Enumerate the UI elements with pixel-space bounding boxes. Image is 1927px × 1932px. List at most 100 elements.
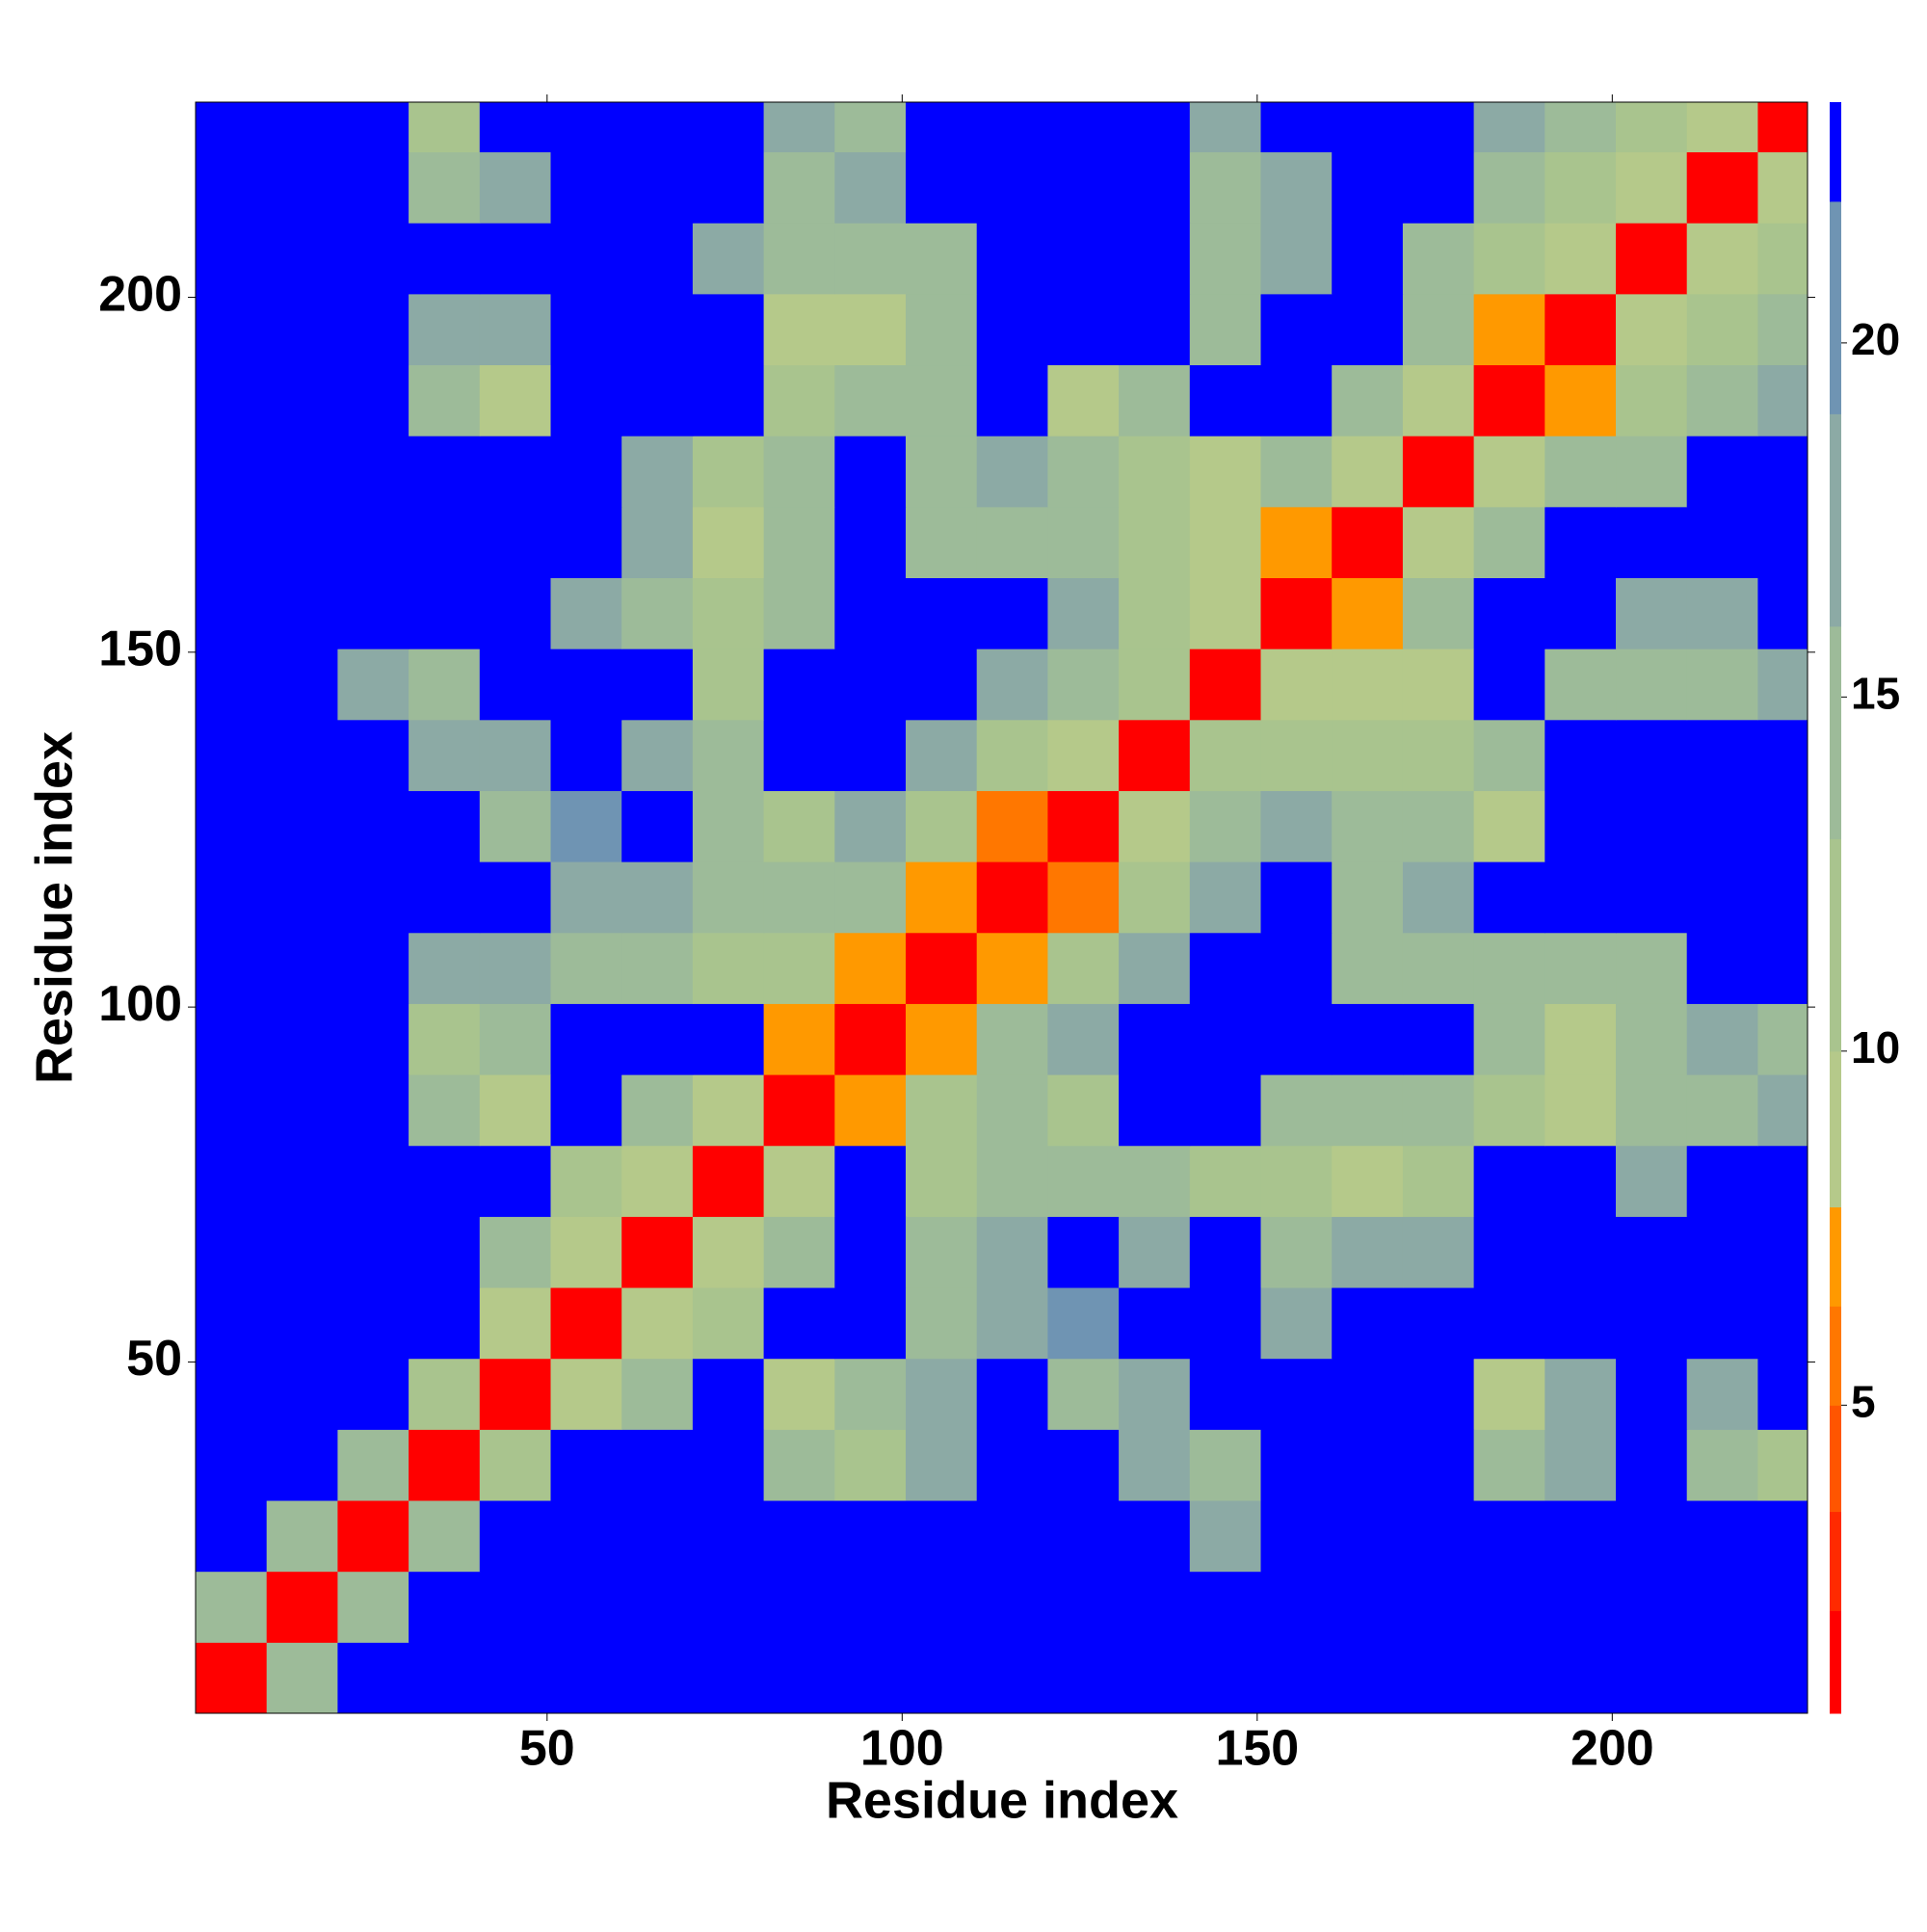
heatmap-cell: [906, 932, 978, 1004]
heatmap-cell: [621, 790, 694, 862]
heatmap-cell: [550, 506, 622, 578]
heatmap-cell: [1616, 1358, 1688, 1430]
heatmap-cell: [763, 506, 835, 578]
heatmap-cell: [1686, 1287, 1758, 1360]
heatmap-cell: [1332, 932, 1404, 1004]
heatmap-cell: [196, 293, 268, 366]
heatmap-cell: [1332, 223, 1404, 295]
heatmap-cell: [976, 719, 1048, 791]
heatmap-cell: [1119, 1003, 1191, 1075]
heatmap-cell: [906, 1500, 978, 1573]
heatmap-cell: [1119, 648, 1191, 721]
heatmap-cell: [976, 506, 1048, 578]
heatmap-cell: [409, 151, 481, 224]
heatmap-cell: [1473, 1074, 1545, 1147]
heatmap-cell: [337, 861, 409, 934]
heatmap-cell: [409, 506, 481, 578]
heatmap-cell: [763, 719, 835, 791]
heatmap-cell: [976, 577, 1048, 649]
heatmap-cell: [337, 1287, 409, 1360]
heatmap-cell: [976, 1500, 1048, 1573]
heatmap-cell: [1616, 648, 1688, 721]
heatmap-cell: [1616, 1500, 1688, 1573]
heatmap-cell: [550, 1642, 622, 1714]
heatmap-cell: [763, 223, 835, 295]
heatmap-cell: [479, 1429, 552, 1501]
heatmap-cell: [1189, 1429, 1262, 1501]
heatmap-cell: [906, 436, 978, 508]
heatmap-cell: [1047, 1003, 1120, 1075]
heatmap-cell: [1047, 719, 1120, 791]
heatmap-cell: [1332, 102, 1404, 153]
heatmap-cell: [409, 1216, 481, 1288]
heatmap-cell: [1332, 648, 1404, 721]
heatmap-cell: [834, 364, 907, 437]
heatmap-cell: [1119, 1500, 1191, 1573]
heatmap-cell: [1047, 1358, 1120, 1430]
heatmap-cell: [1544, 577, 1617, 649]
heatmap-cell: [763, 364, 835, 437]
heatmap-cell: [763, 436, 835, 508]
heatmap-cell: [1189, 102, 1262, 153]
heatmap-cell: [1686, 1145, 1758, 1217]
heatmap-cell: [1119, 1145, 1191, 1217]
heatmap-cell: [1616, 1429, 1688, 1501]
heatmap-cell: [266, 1500, 338, 1573]
heatmap-cell: [1757, 436, 1808, 508]
heatmap-cell: [196, 436, 268, 508]
heatmap-cell: [1189, 932, 1262, 1004]
heatmap-cell: [1616, 719, 1688, 791]
heatmap-cell: [196, 1074, 268, 1147]
y-axis-label: Residue index: [25, 731, 83, 1084]
heatmap-cell: [1332, 1287, 1404, 1360]
heatmap-cell: [1189, 364, 1262, 437]
heatmap-cell: [1686, 1429, 1758, 1501]
y-tick-label: 50: [126, 1331, 182, 1387]
x-tick-label: 150: [1215, 1721, 1299, 1777]
heatmap-cell: [550, 151, 622, 224]
heatmap-cell: [1473, 102, 1545, 153]
heatmap-cell: [1189, 1358, 1262, 1430]
heatmap-cell: [1402, 506, 1475, 578]
heatmap-cell: [763, 1429, 835, 1501]
heatmap-cell: [1616, 1074, 1688, 1147]
heatmap-cell: [409, 1429, 481, 1501]
heatmap-cell: [1119, 577, 1191, 649]
heatmap-cell: [1686, 1500, 1758, 1573]
heatmap-cell: [1047, 577, 1120, 649]
heatmap-cell: [1544, 1145, 1617, 1217]
heatmap-cell: [1757, 1287, 1808, 1360]
heatmap-cell: [266, 102, 338, 153]
heatmap-cell: [1544, 719, 1617, 791]
heatmap-cell: [550, 719, 622, 791]
heatmap-cell: [1189, 1003, 1262, 1075]
heatmap-cell: [1616, 223, 1688, 295]
heatmap-cell: [976, 1287, 1048, 1360]
heatmap-cell: [976, 1003, 1048, 1075]
heatmap-cell: [1473, 1571, 1545, 1643]
heatmap-cell: [479, 436, 552, 508]
heatmap-cell: [1544, 151, 1617, 224]
heatmap-cell: [763, 102, 835, 153]
heatmap-cell: [1119, 932, 1191, 1004]
heatmap-cell: [763, 1571, 835, 1643]
heatmap-cell: [479, 1358, 552, 1430]
heatmap-cell: [692, 648, 765, 721]
heatmap-cell: [1047, 364, 1120, 437]
heatmap-cell: [1119, 790, 1191, 862]
heatmap-cell: [906, 102, 978, 153]
heatmap-cell: [1047, 1500, 1120, 1573]
heatmap-cell: [1757, 1571, 1808, 1643]
heatmap-cell: [1332, 1642, 1404, 1714]
heatmap-cell: [692, 1358, 765, 1430]
heatmap-cell: [621, 861, 694, 934]
heatmap-cell: [266, 1429, 338, 1501]
heatmap-cell: [834, 102, 907, 153]
colorbar-band: [1830, 1050, 1841, 1208]
heatmap-cell: [1544, 364, 1617, 437]
heatmap-cell: [906, 506, 978, 578]
heatmap-cell: [1402, 436, 1475, 508]
heatmap-cell: [479, 1287, 552, 1360]
heatmap-cell: [1757, 151, 1808, 224]
heatmap-cell: [621, 1571, 694, 1643]
